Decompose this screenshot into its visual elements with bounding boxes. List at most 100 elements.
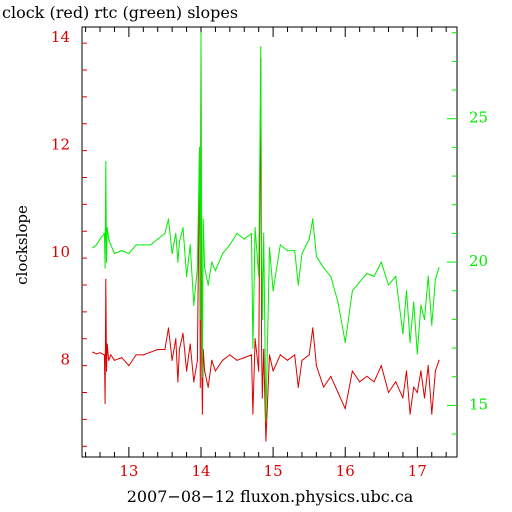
- red-data-point: [177, 381, 179, 383]
- red-data-point: [171, 359, 173, 361]
- green-data-point: [366, 272, 368, 275]
- red-data-point: [409, 413, 411, 415]
- green-data-point: [105, 161, 107, 163]
- green-data-point: [413, 301, 415, 303]
- red-data-point: [149, 351, 152, 353]
- red-data-point: [95, 353, 97, 355]
- green-data-point: [201, 376, 203, 378]
- x-axis-label: 2007−08−12 fluxon.physics.ubc.ca: [126, 487, 414, 506]
- green-data-point: [301, 252, 303, 255]
- green-data-point: [211, 261, 213, 263]
- green-data-point: [214, 270, 216, 272]
- red-data-point: [279, 354, 281, 356]
- red-data-point: [254, 338, 256, 340]
- green-data-point: [263, 232, 265, 234]
- green-data-point: [420, 304, 422, 306]
- red-data-point: [196, 359, 198, 361]
- x-tick-label: 16: [336, 462, 355, 480]
- green-data-point: [193, 304, 195, 306]
- green-data-point: [431, 324, 433, 326]
- green-data-point: [229, 244, 231, 246]
- red-data-point: [207, 386, 209, 388]
- red-data-point: [105, 279, 107, 281]
- x-tick-label: 13: [119, 462, 138, 480]
- green-data-point: [196, 267, 198, 269]
- red-data-point: [229, 354, 231, 356]
- red-data-point: [199, 386, 201, 388]
- red-data-point: [258, 370, 260, 372]
- green-data-point: [261, 247, 263, 249]
- green-data-point: [201, 261, 203, 263]
- green-data-point: [207, 284, 209, 286]
- green-data-point: [92, 247, 94, 249]
- red-data-point: [286, 359, 289, 361]
- red-data-point: [113, 359, 116, 361]
- red-data-point: [294, 354, 296, 356]
- green-data-point: [297, 284, 299, 286]
- green-data-point: [178, 241, 180, 243]
- red-data-point: [380, 365, 382, 367]
- red-data-point: [387, 391, 390, 394]
- right-y-tick-label: 15: [469, 395, 488, 413]
- green-data-point: [189, 244, 191, 246]
- red-data-point: [323, 386, 325, 388]
- red-data-point: [427, 365, 429, 367]
- red-data-point: [157, 348, 159, 351]
- green-data-point: [103, 232, 105, 234]
- red-data-point: [265, 440, 267, 442]
- left-y-tick-label: 10: [51, 243, 70, 261]
- red-data-point: [395, 381, 397, 383]
- red-data-point: [142, 354, 144, 356]
- red-data-point: [402, 397, 404, 399]
- red-data-point: [434, 370, 436, 372]
- red-data-point: [128, 365, 130, 367]
- green-data-point: [395, 275, 397, 277]
- green-data-point: [157, 238, 159, 240]
- x-tick-label: 17: [408, 462, 427, 480]
- right-y-tick-label: 25: [469, 109, 488, 127]
- red-data-point: [214, 370, 216, 372]
- red-data-point: [182, 332, 184, 334]
- green-data-point: [104, 267, 106, 269]
- red-data-point: [167, 327, 170, 329]
- green-data-point: [438, 267, 440, 269]
- green-data-point: [128, 252, 130, 255]
- red-data-point: [308, 354, 310, 356]
- red-data-point: [105, 370, 108, 372]
- green-data-point: [308, 238, 310, 240]
- green-data-point: [177, 261, 179, 263]
- chart-title: clock (red) rtc (green) slopes: [2, 3, 239, 22]
- green-data-point: [167, 218, 170, 220]
- green-data-point: [149, 244, 152, 246]
- red-data-point: [330, 375, 332, 377]
- green-data-point: [423, 318, 426, 320]
- green-data-point: [142, 244, 144, 246]
- red-data-point: [186, 370, 188, 372]
- green-data-point: [110, 244, 112, 246]
- red-data-point: [201, 413, 203, 415]
- x-tick-label: 14: [191, 462, 210, 480]
- red-data-point: [243, 357, 245, 359]
- green-data-point: [199, 318, 201, 320]
- red-data-point: [250, 354, 253, 356]
- x-tick-label: 15: [264, 462, 283, 480]
- green-data-point: [252, 347, 254, 349]
- green-data-point: [106, 227, 108, 229]
- green-data-point: [351, 290, 353, 292]
- red-data-point: [261, 348, 263, 351]
- green-data-point: [373, 275, 375, 277]
- green-data-point: [261, 318, 263, 320]
- green-data-point: [186, 275, 188, 277]
- red-data-point: [416, 391, 418, 394]
- red-data-point: [297, 386, 299, 388]
- red-data-point: [252, 413, 254, 415]
- red-data-point: [312, 327, 314, 329]
- green-data-point: [405, 290, 408, 292]
- green-data-point: [268, 247, 271, 249]
- green-data-point: [204, 267, 206, 269]
- red-data-point: [351, 370, 353, 372]
- green-data-point: [312, 218, 314, 220]
- green-data-point: [198, 146, 201, 148]
